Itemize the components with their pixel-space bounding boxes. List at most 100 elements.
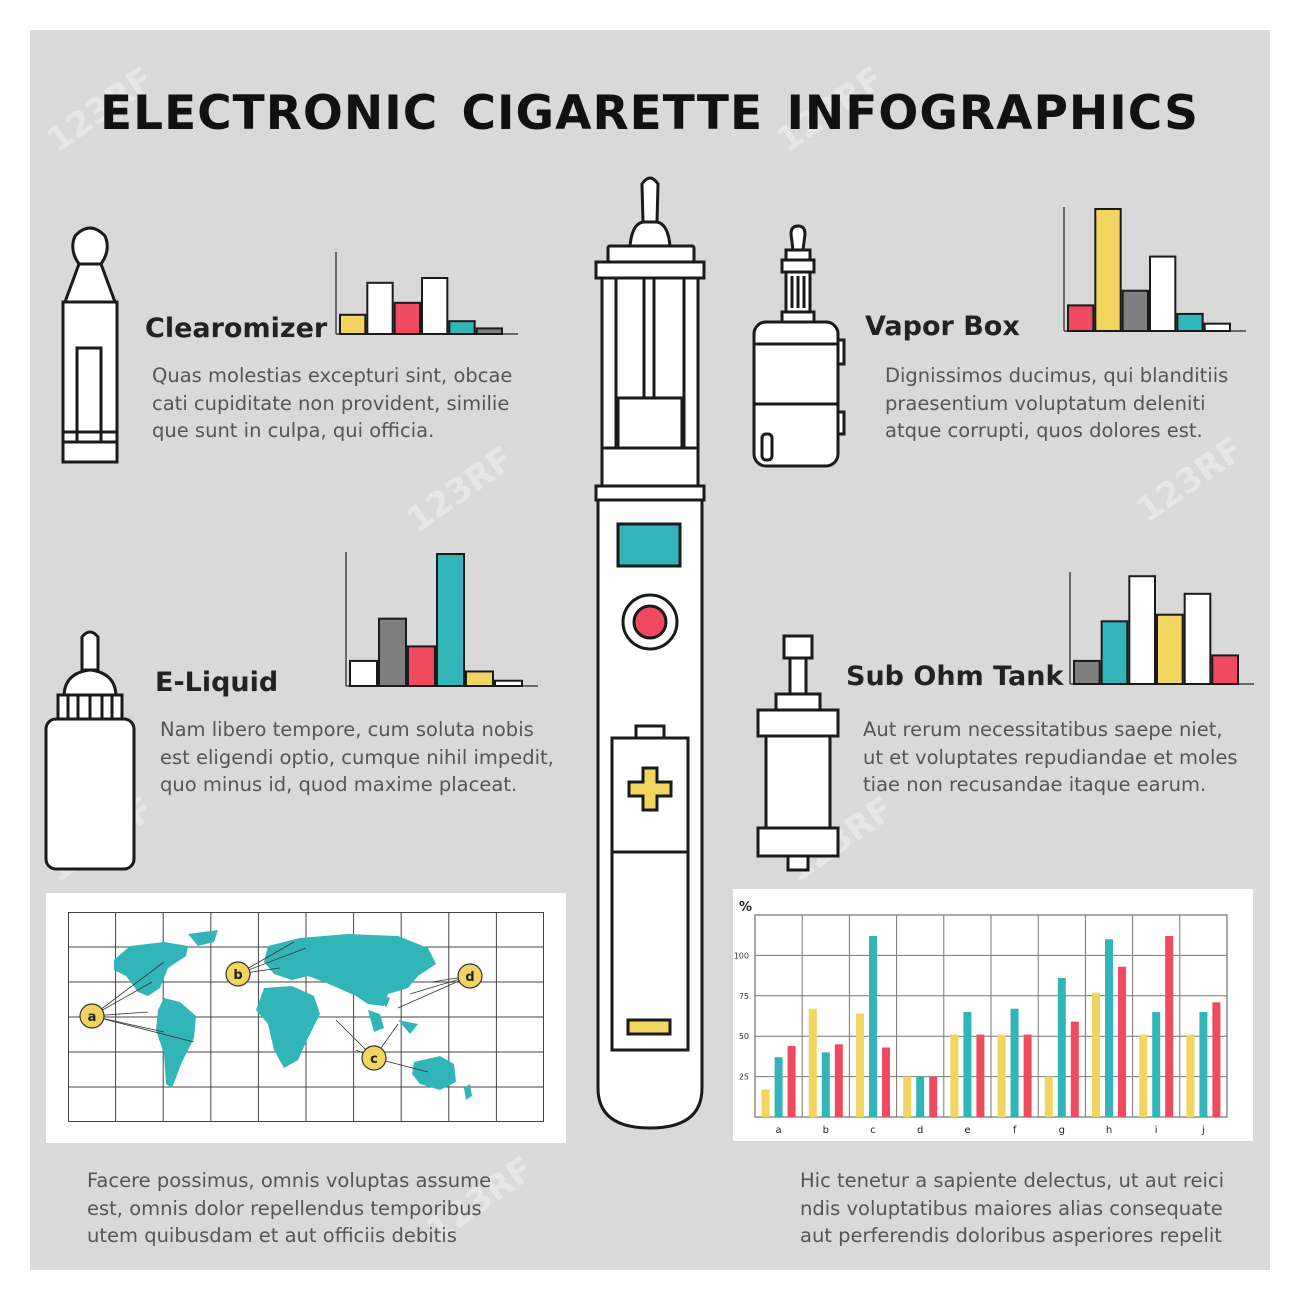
- chart-bar: [448, 320, 476, 335]
- vapor-box-heading: Vapor Box: [865, 311, 1020, 342]
- chart-bar: [1149, 255, 1177, 332]
- text-line: quo minus id, quod maxime placeat.: [160, 773, 518, 796]
- chart-bar: [950, 1034, 959, 1117]
- chart-bar: [929, 1076, 938, 1117]
- text-line: cati cupiditate non provident, similie: [152, 391, 510, 415]
- chart-bar: [808, 1008, 817, 1117]
- chart-bar: [1023, 1034, 1032, 1117]
- chart-bar: [787, 1045, 796, 1117]
- chart-bar: [821, 1052, 830, 1117]
- clearomizer-chart: [335, 252, 518, 336]
- chart-category-label: f: [1013, 1125, 1017, 1136]
- text-line: praesentium voluptatum deleniti: [885, 391, 1206, 415]
- chart-bar: [1070, 1021, 1079, 1117]
- chart-bar: [834, 1044, 843, 1117]
- chart-bar: [1128, 575, 1157, 686]
- world-map: a b c d: [68, 912, 544, 1122]
- chart-tick-label: 100: [734, 951, 749, 960]
- text-line: atque corrupti, quos dolores est.: [885, 419, 1203, 442]
- chart-bar: [976, 1034, 985, 1117]
- sub-ohm-chart: [1069, 572, 1254, 686]
- chart-bar: [1152, 1011, 1161, 1117]
- chart-bar: [1199, 1011, 1208, 1117]
- chart-bar: [1044, 1076, 1053, 1117]
- chart-bar: [366, 281, 394, 335]
- vapor-box-icon: [752, 224, 846, 468]
- text-line: Hic tenetur a sapiente delectus, ut aut …: [800, 1169, 1225, 1192]
- e-liquid-bottle-icon: [44, 630, 136, 871]
- text-line: tiae non recusandae itaque earum.: [863, 773, 1207, 796]
- chart-bar: [1211, 654, 1239, 686]
- e-liquid-heading: E-Liquid: [155, 667, 279, 698]
- chart-bar: [1105, 939, 1113, 1117]
- chart-tick-label: 75: [739, 992, 749, 1001]
- clearomizer-text: Quas molestias excepturi sint, obcae cat…: [152, 362, 512, 445]
- text-line: est eligendi optio, cumque nihil impedit…: [160, 745, 554, 769]
- chart-bar: [494, 679, 523, 688]
- chart-bar: [475, 327, 504, 336]
- chart-bar: [882, 1047, 890, 1117]
- chart-bar: [1057, 978, 1066, 1117]
- chart-bar: [1121, 289, 1149, 332]
- percent-chart: 25 50 75 100% a b c d e f g h i j: [734, 900, 1228, 1136]
- chart-category-label: b: [823, 1125, 829, 1136]
- text-line: Facere possimus, omnis voluptas assume: [87, 1169, 492, 1192]
- map-marker: [79, 1003, 105, 1029]
- text-line: Quas molestias excepturi sint, obcae: [152, 364, 513, 387]
- chart-tick-label: 50: [739, 1032, 749, 1041]
- chart-bar: [774, 1057, 783, 1117]
- chart-bar: [997, 1034, 1006, 1117]
- chart-bar: [393, 301, 421, 335]
- e-liquid-text: Nam libero tempore, cum soluta nobis est…: [160, 716, 554, 799]
- vapor-box-text: Dignissimos ducimus, qui blanditiis prae…: [885, 362, 1228, 445]
- chart-category-label: a: [776, 1125, 782, 1136]
- chart-bar: [856, 1013, 864, 1117]
- chart-bar: [1118, 966, 1126, 1117]
- chart-bar: [378, 617, 407, 687]
- chart-bar: [1092, 992, 1100, 1117]
- text-line: Nam libero tempore, cum soluta nobis: [160, 718, 534, 741]
- chart-category-label: d: [917, 1125, 923, 1136]
- text-line: aut perferendis doloribus asperiores rep…: [800, 1224, 1222, 1247]
- chart-ylabel: %: [739, 900, 752, 915]
- chart-bar: [421, 277, 449, 335]
- chart-bar: [1203, 322, 1232, 332]
- map-marker-label: c: [370, 1052, 378, 1067]
- chart-bar: [1165, 936, 1174, 1117]
- text-line: ndis voluptatibus maiores alias consequa…: [800, 1196, 1223, 1220]
- map-marker-label: d: [465, 970, 474, 985]
- map-marker: [225, 961, 251, 987]
- chart-bar: [1183, 592, 1212, 685]
- chart-bar: [869, 936, 877, 1117]
- bottom-right-text: Hic tenetur a sapiente delectus, ut aut …: [800, 1167, 1224, 1250]
- chart-bar: [963, 1011, 972, 1117]
- page-title: ELECTRONIC CIGARETTE INFOGRAPHICS: [100, 86, 1199, 141]
- chart-bar: [1100, 620, 1129, 685]
- e-liquid-chart: [345, 552, 538, 688]
- chart-bar: [1139, 1034, 1148, 1117]
- map-marker-label: b: [233, 968, 242, 983]
- chart-category-label: c: [870, 1125, 876, 1136]
- bottom-left-text: Facere possimus, omnis voluptas assume e…: [87, 1167, 491, 1250]
- chart-bar: [339, 313, 367, 336]
- chart-bar: [916, 1076, 925, 1117]
- map-marker-label: a: [88, 1010, 97, 1025]
- sub-ohm-tank-icon: [756, 634, 840, 872]
- continents: [114, 930, 472, 1100]
- chart-bar: [1156, 613, 1184, 686]
- text-line: utem quibusdam et aut officiis debitis: [87, 1224, 457, 1247]
- chart-bar: [1094, 208, 1122, 332]
- chart-bar: [349, 659, 378, 687]
- chart-bar: [761, 1089, 770, 1117]
- clearomizer-heading: Clearomizer: [145, 313, 328, 344]
- text-line: ut et voluptates repudiandae et moles: [863, 745, 1238, 769]
- chart-bar: [903, 1076, 912, 1117]
- chart-category-label: j: [1201, 1125, 1205, 1136]
- chart-tick-label: 25: [739, 1073, 749, 1082]
- chart-category-label: e: [964, 1125, 970, 1136]
- text-line: que sunt in culpa, qui officia.: [152, 419, 435, 442]
- chart-bar: [1186, 1034, 1195, 1117]
- text-line: Dignissimos ducimus, qui blanditiis: [885, 364, 1229, 387]
- clearomizer-icon: [61, 226, 119, 464]
- text-line: est, omnis dolor repellendus temporibus: [87, 1196, 482, 1220]
